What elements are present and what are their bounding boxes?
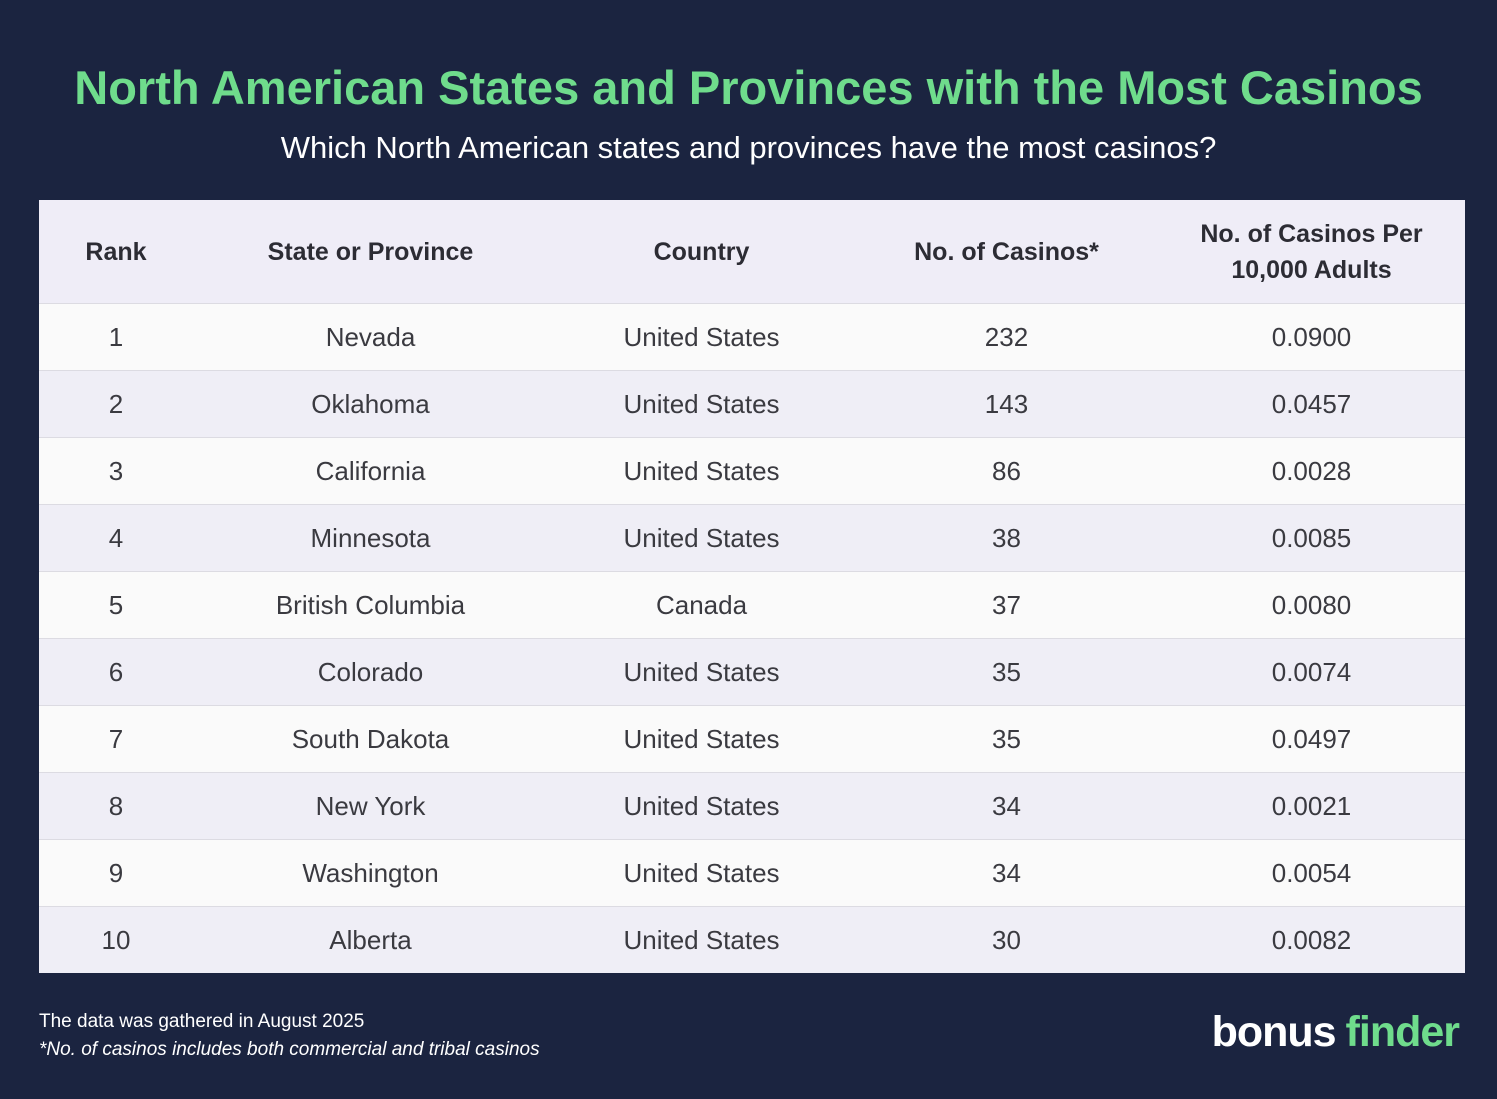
casino-table-container: Rank State or Province Country No. of Casin… [39,200,1465,973]
cell-casinos: 86 [855,437,1158,505]
cell-rank: 10 [39,906,193,973]
page-title: North American States and Provinces with… [74,61,1423,114]
casino-table: Rank State or Province Country No. of Casin… [39,200,1465,973]
cell-state: Oklahoma [193,370,548,438]
column-header-state: State or Province [193,200,548,304]
cell-rank: 2 [39,370,193,438]
table-row: 8 New York United States 34 0.0021 [39,772,1465,840]
cell-state: British Columbia [193,571,548,639]
table-header-row: Rank State or Province Country No. of Casin… [39,200,1465,304]
cell-country: United States [548,303,855,371]
table-row: 3 California United States 86 0.0028 [39,437,1465,505]
cell-casinos: 38 [855,504,1158,572]
cell-country: United States [548,370,855,438]
cell-casinos: 35 [855,705,1158,773]
cell-state: Nevada [193,303,548,371]
table-row: 1 Nevada United States 232 0.0900 [39,303,1465,371]
cell-country: United States [548,906,855,973]
cell-state: Minnesota [193,504,548,572]
column-header-country: Country [548,200,855,304]
cell-per-10000: 0.0054 [1158,839,1465,907]
cell-casinos: 34 [855,839,1158,907]
bonus-finder-logo: bonus finder [1211,1006,1460,1058]
cell-casinos: 34 [855,772,1158,840]
cell-country: United States [548,839,855,907]
table-row: 5 British Columbia Canada 37 0.0080 [39,571,1465,639]
cell-rank: 6 [39,638,193,706]
cell-country: United States [548,705,855,773]
casino-definition-note: *No. of casinos includes both commercial… [39,1039,540,1060]
cell-state: California [193,437,548,505]
table-row: 9 Washington United States 34 0.0054 [39,839,1465,907]
column-header-casinos: No. of Casinos* [855,200,1158,304]
cell-state: Colorado [193,638,548,706]
cell-casinos: 30 [855,906,1158,973]
cell-per-10000: 0.0457 [1158,370,1465,438]
cell-casinos: 37 [855,571,1158,639]
cell-rank: 3 [39,437,193,505]
cell-per-10000: 0.0028 [1158,437,1465,505]
cell-rank: 8 [39,772,193,840]
cell-per-10000: 0.0021 [1158,772,1465,840]
cell-casinos: 35 [855,638,1158,706]
cell-per-10000: 0.0080 [1158,571,1465,639]
table-body: 1 Nevada United States 232 0.0900 2 Oklahoma Un… [39,303,1465,973]
cell-rank: 4 [39,504,193,572]
cell-casinos: 143 [855,370,1158,438]
cell-state: South Dakota [193,705,548,773]
cell-state: New York [193,772,548,840]
cell-per-10000: 0.0497 [1158,705,1465,773]
table-row: 6 Colorado United States 35 0.0074 [39,638,1465,706]
cell-country: Canada [548,571,855,639]
cell-per-10000: 0.0082 [1158,906,1465,973]
cell-country: United States [548,638,855,706]
cell-per-10000: 0.0900 [1158,303,1465,371]
cell-per-10000: 0.0085 [1158,504,1465,572]
cell-state: Alberta [193,906,548,973]
table-row: 10 Alberta United States 30 0.0082 [39,906,1465,973]
column-header-rank: Rank [39,200,193,304]
column-header-per-10000: No. of Casinos Per 10,000 Adults [1158,200,1465,304]
cell-per-10000: 0.0074 [1158,638,1465,706]
cell-rank: 9 [39,839,193,907]
logo-finder-text: finder [1345,1008,1460,1056]
data-gathered-note: The data was gathered in August 2025 [39,1011,365,1032]
table-row: 2 Oklahoma United States 143 0.0457 [39,370,1465,438]
table-row: 7 South Dakota United States 35 0.0497 [39,705,1465,773]
cell-rank: 5 [39,571,193,639]
page-subtitle: Which North American states and province… [280,130,1217,165]
cell-casinos: 232 [855,303,1158,371]
cell-country: United States [548,772,855,840]
logo-bonus-text: bonus [1211,1008,1337,1056]
cell-rank: 1 [39,303,193,371]
cell-country: United States [548,504,855,572]
cell-rank: 7 [39,705,193,773]
cell-country: United States [548,437,855,505]
cell-state: Washington [193,839,548,907]
table-row: 4 Minnesota United States 38 0.0085 [39,504,1465,572]
